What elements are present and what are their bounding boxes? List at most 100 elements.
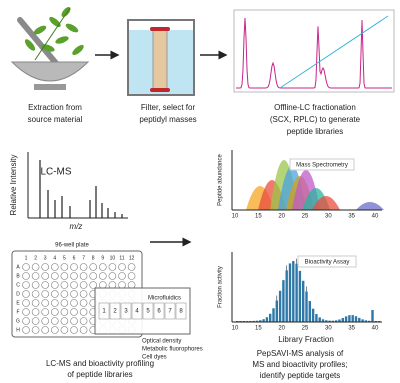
x-tick-label: 30 <box>325 214 332 220</box>
column-label: 10 <box>110 255 116 261</box>
well <box>70 263 78 271</box>
activity-bar <box>285 270 288 322</box>
activity-bar <box>295 263 298 322</box>
well <box>70 308 78 316</box>
well <box>41 326 50 334</box>
well <box>118 281 126 289</box>
chip-label: Microfluidics <box>148 296 181 302</box>
well <box>60 263 69 271</box>
activity-bar <box>338 319 341 322</box>
well <box>127 281 136 289</box>
label-box <box>297 255 357 268</box>
row-label: F <box>16 309 19 315</box>
well <box>89 281 97 289</box>
chip-column-label: 7 <box>168 309 172 315</box>
activity-bar <box>315 314 318 322</box>
well <box>127 272 136 280</box>
activity-bar <box>371 310 374 322</box>
well <box>22 326 30 334</box>
well <box>70 281 78 289</box>
column-label: 7 <box>82 255 85 261</box>
well <box>31 263 40 271</box>
chip-column-label: 5 <box>146 309 150 315</box>
well <box>31 317 40 325</box>
chromatogram-trace <box>236 17 392 89</box>
well <box>79 290 88 298</box>
well <box>41 272 50 280</box>
activity-bar <box>239 320 242 322</box>
well <box>108 263 117 271</box>
mass-spec-chart <box>246 160 384 210</box>
abundance-peak <box>312 196 340 210</box>
well <box>89 272 97 280</box>
well <box>41 308 50 316</box>
row-label: A <box>16 264 20 270</box>
activity-bar <box>278 290 282 322</box>
activity-bar <box>335 320 338 322</box>
chip-channel <box>120 302 132 320</box>
well <box>79 272 88 280</box>
column-label: 9 <box>101 255 104 261</box>
chip-channel <box>164 302 176 320</box>
well <box>41 263 50 271</box>
well <box>50 326 59 334</box>
activity-bar <box>302 280 305 322</box>
chip-column-label: 8 <box>179 309 183 315</box>
activity-bar <box>351 315 354 322</box>
well <box>22 308 30 316</box>
row-label: C <box>16 282 20 288</box>
activity-bar <box>272 308 275 322</box>
chip-column-label: 6 <box>157 309 161 315</box>
well <box>70 272 78 280</box>
well <box>60 272 69 280</box>
column-label: 2 <box>34 255 37 261</box>
beaker-icon <box>127 19 195 96</box>
well <box>79 281 88 289</box>
well <box>79 263 88 271</box>
column-label: 8 <box>92 255 95 261</box>
row-label: G <box>16 318 20 324</box>
activity-bar <box>252 320 255 322</box>
well <box>41 290 50 298</box>
activity-bar <box>262 319 265 322</box>
step-caption: source material <box>28 115 83 124</box>
well <box>99 263 107 271</box>
chip-channel <box>131 302 143 320</box>
activity-bar <box>282 280 285 322</box>
activity-bar <box>236 320 239 322</box>
well <box>22 299 30 307</box>
activity-bar <box>275 300 278 322</box>
well <box>89 263 97 271</box>
row-label: D <box>16 291 20 297</box>
x-tick-label: 35 <box>348 326 355 332</box>
x-axis-label: m/z <box>70 222 83 231</box>
well <box>31 308 40 316</box>
well <box>50 281 59 289</box>
well <box>31 290 40 298</box>
readout: Cell dyes <box>142 355 167 361</box>
step-caption: Extraction from <box>28 103 82 112</box>
well <box>99 281 107 289</box>
well <box>108 281 117 289</box>
chromatogram-frame <box>233 9 395 93</box>
activity-bar <box>298 270 302 322</box>
well <box>79 326 88 334</box>
well <box>60 308 69 316</box>
gradient-line <box>279 15 389 89</box>
x-tick-label: 40 <box>372 214 379 220</box>
chip-channel <box>153 302 165 320</box>
row-label: B <box>16 273 20 279</box>
well <box>22 290 30 298</box>
chip-channel <box>98 302 110 320</box>
activity-bar <box>374 320 377 322</box>
column-label: 3 <box>44 255 47 261</box>
column-label: 11 <box>119 255 124 261</box>
well <box>60 317 69 325</box>
well <box>60 299 69 307</box>
x-tick-label: 20 <box>278 326 285 332</box>
bottom-caption: identify peptide targets <box>260 371 341 380</box>
activity-bar <box>341 318 344 322</box>
well <box>108 272 117 280</box>
well <box>22 317 30 325</box>
